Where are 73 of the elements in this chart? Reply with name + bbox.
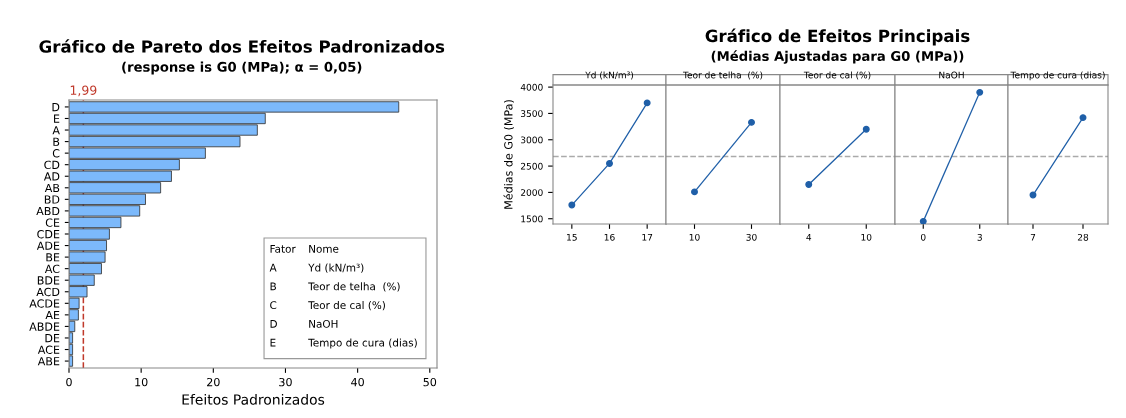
text: NaOH bbox=[939, 71, 964, 79]
ref-line-label: 1,99 bbox=[70, 85, 97, 97]
y-tick-label: ACE bbox=[37, 345, 60, 354]
annotation: B bbox=[270, 282, 276, 291]
x-tick-label: 50 bbox=[423, 377, 437, 387]
annotation: D bbox=[270, 320, 277, 328]
annotation: Fator bbox=[270, 245, 296, 253]
y-tick-label: 2000 bbox=[520, 189, 543, 196]
x-tick-label: 16 bbox=[604, 233, 615, 241]
x-tick-label: 40 bbox=[351, 377, 364, 387]
x-tick-label: 30 bbox=[746, 233, 757, 241]
x-tick-label: 4 bbox=[806, 234, 812, 241]
text: Tempo de cura (dias) bbox=[1010, 71, 1105, 81]
y-tick-label: AE bbox=[45, 310, 60, 320]
annotation: Tempo de cura (dias) bbox=[308, 338, 417, 349]
annotation: NaOH bbox=[309, 319, 338, 328]
x-tick-label: 10 bbox=[135, 377, 148, 387]
chart-title: Gráfico de Pareto dos Efeitos Padronizados bbox=[39, 39, 445, 53]
chart-subtitle: (Médias Ajustadas para G0 (MPa)) bbox=[711, 50, 964, 64]
y-tick-label: ABE bbox=[37, 357, 60, 366]
text: Yd (kN/m³) bbox=[585, 71, 634, 80]
annotation: C bbox=[270, 301, 277, 310]
y-tick-label: 3000 bbox=[520, 136, 543, 144]
annotation: Nome bbox=[309, 245, 339, 253]
y-tick-label: BDE bbox=[37, 276, 60, 285]
y-tick-label: C bbox=[52, 149, 60, 158]
x-tick-label: 10 bbox=[861, 233, 872, 241]
point bbox=[568, 201, 576, 209]
x-tick-label: 0 bbox=[920, 233, 926, 241]
y-tick-label: 1500 bbox=[521, 215, 543, 223]
chart-subtitle: (response is G0 (MPa); α = 0,05) bbox=[122, 61, 362, 75]
x-axis-title: Efeitos Padronizados bbox=[182, 394, 325, 405]
y-tick-label: 4000 bbox=[520, 83, 543, 91]
x-tick-label: 7 bbox=[1030, 234, 1036, 241]
text: Teor de telha (%) bbox=[682, 71, 763, 80]
y-tick-label: E bbox=[54, 114, 60, 123]
y-tick-label: BD bbox=[44, 195, 60, 204]
y-axis-title: Médias de G0 (MPa) bbox=[503, 100, 514, 209]
point bbox=[606, 159, 613, 167]
y-tick-label: ACDE bbox=[29, 299, 60, 308]
chart-title: Gráfico de Efeitos Principais bbox=[705, 28, 970, 46]
y-tick-label: 2500 bbox=[520, 162, 543, 170]
x-tick-label: 0 bbox=[66, 377, 72, 387]
annotation: Yd (kN/m³) bbox=[308, 263, 364, 273]
x-tick-label: 17 bbox=[642, 234, 653, 241]
text: Teor de cal (%) bbox=[803, 71, 871, 80]
y-tick-label: 3500 bbox=[520, 110, 543, 117]
y-tick-label: A bbox=[52, 126, 60, 135]
y-tick-label: D bbox=[52, 103, 60, 112]
x-tick-label: 30 bbox=[279, 377, 292, 387]
annotation: E bbox=[270, 338, 276, 347]
y-tick-label: AB bbox=[44, 183, 60, 193]
y-tick-label: CD bbox=[44, 160, 60, 170]
x-tick-label: 10 bbox=[689, 233, 700, 241]
annotation: A bbox=[269, 263, 277, 272]
y-tick-label: B bbox=[53, 137, 60, 146]
x-tick-label: 20 bbox=[207, 377, 220, 387]
annotation: Teor de cal (%) bbox=[308, 301, 385, 311]
y-tick-label: DE bbox=[45, 334, 60, 343]
y-tick-label: ADE bbox=[36, 241, 60, 250]
y-tick-label: AD bbox=[43, 172, 60, 181]
y-tick-label: ABDE bbox=[29, 322, 60, 331]
x-tick-label: 28 bbox=[1077, 233, 1089, 241]
y-tick-label: BE bbox=[46, 253, 60, 262]
point bbox=[643, 99, 651, 107]
x-tick-label: 15 bbox=[567, 234, 577, 241]
y-tick-label: CE bbox=[45, 218, 60, 227]
annotation: Teor de telha (%) bbox=[308, 282, 400, 292]
y-tick-label: ACD bbox=[36, 287, 60, 297]
x-tick-label: 3 bbox=[977, 233, 982, 241]
y-tick-label: AC bbox=[44, 264, 60, 274]
y-tick-label: CDE bbox=[37, 229, 60, 239]
y-tick-label: ABD bbox=[36, 207, 60, 216]
